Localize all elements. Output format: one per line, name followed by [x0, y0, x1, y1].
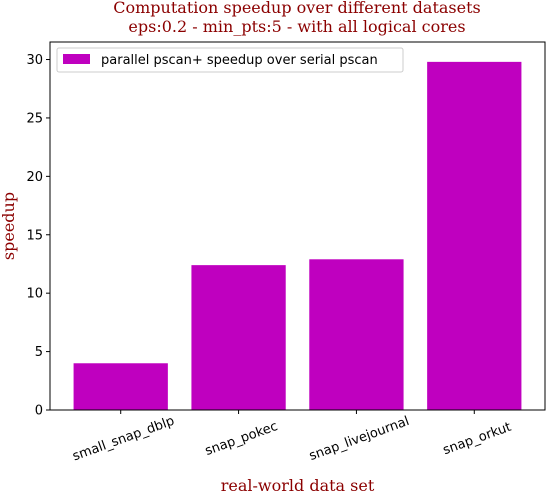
- x-tick-label-snap_livejournal: snap_livejournal: [307, 414, 411, 464]
- x-tick-label-snap_orkut: snap_orkut: [441, 420, 513, 459]
- x-axis-title: real-world data set: [221, 476, 375, 495]
- bar-snap_pokec: [191, 265, 286, 410]
- y-tick-label: 30: [26, 53, 43, 68]
- legend-box: [56, 47, 404, 73]
- plot-frame: [49, 41, 546, 411]
- y-tick-label: 20: [26, 170, 43, 185]
- plot-area: 0 5 10 15 20 25 30 small_snap_dblp snap_pokec sn…: [26, 41, 546, 465]
- x-axis: small_snap_dblp snap_pokec snap_livejourna…: [71, 410, 513, 465]
- y-tick-label: 15: [26, 228, 43, 243]
- chart-title: Computation speedup over different datas…: [113, 0, 480, 36]
- bars-group: [73, 61, 522, 410]
- y-axis-title: speedup: [0, 192, 18, 260]
- y-tick-label: 0: [35, 404, 43, 419]
- legend-swatch: [63, 54, 90, 64]
- bar-snap_livejournal: [309, 259, 404, 410]
- chart-title-line-1: Computation speedup over different datas…: [113, 0, 480, 17]
- y-tick-label: 10: [26, 287, 43, 302]
- legend-label: parallel pscan+ speedup over serial psca…: [101, 53, 378, 68]
- x-tick-label-snap_pokec: snap_pokec: [203, 419, 280, 459]
- legend: parallel pscan+ speedup over serial psca…: [56, 47, 404, 73]
- chart-title-line-2: eps:0.2 - min_pts:5 - with all logical c…: [128, 17, 465, 36]
- bar-small_snap_dblp: [73, 363, 168, 410]
- x-tick-label-small_snap_dblp: small_snap_dblp: [71, 414, 177, 465]
- bar-snap_orkut: [427, 61, 522, 410]
- y-tick-label: 5: [35, 345, 43, 360]
- y-axis: 0 5 10 15 20 25 30: [26, 53, 50, 419]
- y-tick-label: 25: [26, 111, 43, 126]
